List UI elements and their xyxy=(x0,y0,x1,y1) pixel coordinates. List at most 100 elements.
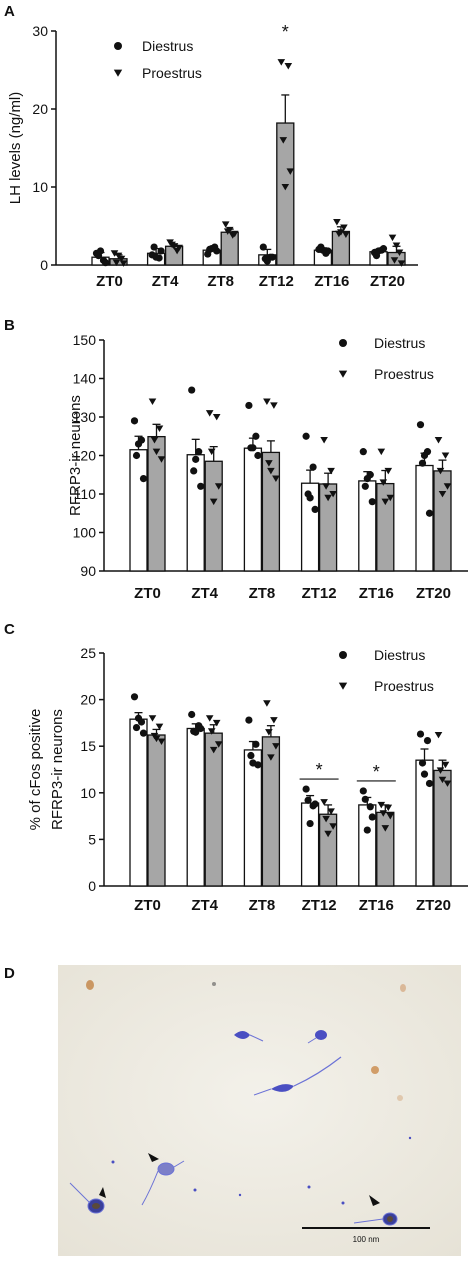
fiber-dot xyxy=(111,1160,115,1164)
fiber-dot xyxy=(341,1201,345,1205)
bar-proestrus-zt12 xyxy=(276,122,295,266)
y-tick-label: 10 xyxy=(80,785,96,801)
data-point-proestrus xyxy=(272,743,280,750)
neuron-body xyxy=(157,1162,175,1176)
data-point-diestrus xyxy=(192,728,200,736)
data-point-diestrus xyxy=(359,448,367,456)
cfos-nuclei xyxy=(86,980,406,1101)
micrograph-drawing: 100 nm xyxy=(58,965,461,1256)
legend-proestrus-marker xyxy=(338,682,348,690)
y-axis-label: % of cFos positive xyxy=(27,709,44,831)
neuron-process xyxy=(353,1218,384,1224)
significance-star: * xyxy=(282,22,289,42)
data-point-diestrus xyxy=(423,737,432,745)
neuron-body xyxy=(315,1030,327,1040)
data-point-diestrus xyxy=(361,482,369,490)
data-point-proestrus xyxy=(263,398,271,406)
data-point-diestrus xyxy=(368,813,376,821)
data-point-proestrus xyxy=(112,259,121,267)
x-category-label: ZT4 xyxy=(152,273,179,290)
data-point-proestrus xyxy=(436,467,445,475)
bar-proestrus-zt8 xyxy=(220,231,239,266)
y-tick-label: 0 xyxy=(88,878,96,894)
data-point-proestrus xyxy=(221,221,230,228)
panel-c-chart: 0 5 10 15 20 25 % of cFos positive RFRP3-ir neu… xyxy=(27,645,468,914)
data-point-diestrus xyxy=(259,243,267,251)
data-point-diestrus xyxy=(254,451,262,460)
panel-b-chart: 90 100 110 120 130 140 150 RFRP3-ir neurons ZT0 Z… xyxy=(67,332,468,602)
bar-proestrus-zt4 xyxy=(204,732,223,887)
data-point-proestrus xyxy=(329,823,337,830)
data-point-diestrus xyxy=(302,432,310,440)
y-tick-label: 120 xyxy=(73,448,97,464)
data-point-proestrus xyxy=(381,498,390,506)
x-category-label: ZT12 xyxy=(302,897,337,914)
data-point-diestrus xyxy=(208,245,216,253)
data-point-proestrus xyxy=(152,735,161,743)
data-point-diestrus xyxy=(425,779,434,788)
data-point-proestrus xyxy=(333,219,341,226)
data-point-proestrus xyxy=(214,741,223,748)
x-category-label: ZT12 xyxy=(302,585,337,602)
x-category-label: ZT0 xyxy=(96,273,123,290)
cfos-nucleus xyxy=(371,1066,379,1074)
data-point-proestrus xyxy=(377,448,386,456)
legend-proestrus-label: Proestrus xyxy=(374,366,434,382)
data-point-proestrus xyxy=(212,719,221,727)
neuron-body xyxy=(271,1084,294,1092)
data-point-diestrus xyxy=(188,386,196,394)
data-point-diestrus xyxy=(366,803,374,811)
neuron-nucleus xyxy=(92,1203,100,1209)
x-category-label: ZT16 xyxy=(314,273,349,290)
legend-proestrus-label: Proestrus xyxy=(142,65,202,81)
legend-proestrus-label: Proestrus xyxy=(374,678,434,694)
data-point-proestrus xyxy=(150,437,159,444)
data-point-diestrus xyxy=(311,800,319,808)
y-tick-label: 110 xyxy=(74,486,97,502)
data-point-diestrus xyxy=(263,257,271,265)
data-point-diestrus xyxy=(139,475,148,483)
neuron-process xyxy=(307,1037,317,1044)
data-point-proestrus xyxy=(175,244,183,252)
data-point-proestrus xyxy=(157,738,166,745)
data-point-proestrus xyxy=(214,483,223,490)
legend-diestrus-label: Diestrus xyxy=(142,38,193,54)
data-point-proestrus xyxy=(337,229,345,236)
data-point-diestrus xyxy=(249,759,257,767)
y-tick-label: 150 xyxy=(73,332,97,348)
data-point-proestrus xyxy=(386,813,395,820)
data-point-proestrus xyxy=(267,467,275,475)
data-point-diestrus xyxy=(268,253,276,261)
bar-diestrus-zt20 xyxy=(415,759,434,887)
tissue-background xyxy=(58,965,461,1256)
data-point-diestrus xyxy=(245,401,253,410)
data-point-proestrus xyxy=(281,183,290,191)
y-tick-label: 100 xyxy=(73,525,97,541)
cfos-nucleus xyxy=(397,1095,403,1101)
x-category-label: ZT4 xyxy=(191,897,218,914)
data-point-proestrus xyxy=(277,59,286,66)
neuron-process xyxy=(249,1034,264,1042)
bar-proestrus-zt4 xyxy=(204,460,223,572)
x-category-label: ZT8 xyxy=(207,273,234,290)
x-category-label: ZT0 xyxy=(134,585,161,602)
data-point-proestrus xyxy=(207,448,216,456)
bar-diestrus-zt8 xyxy=(243,447,263,572)
data-point-diestrus xyxy=(306,494,314,502)
y-tick-label: 130 xyxy=(73,409,97,425)
neuron-process xyxy=(293,1056,342,1087)
y-axis-label: LH levels (ng/ml) xyxy=(7,92,24,205)
y-tick-label: 0 xyxy=(40,257,48,273)
data-point-proestrus xyxy=(267,754,275,761)
data-point-diestrus xyxy=(363,475,371,483)
y-tick-label: 20 xyxy=(32,101,48,117)
data-point-proestrus xyxy=(438,490,447,498)
data-point-proestrus xyxy=(209,746,218,754)
y-tick-label: 5 xyxy=(88,831,96,847)
significance-star: * xyxy=(316,760,323,780)
data-point-diestrus xyxy=(304,796,312,804)
data-point-proestrus xyxy=(170,243,178,250)
data-point-diestrus xyxy=(247,751,255,760)
neuron-process xyxy=(69,1182,91,1204)
data-point-proestrus xyxy=(377,801,386,809)
